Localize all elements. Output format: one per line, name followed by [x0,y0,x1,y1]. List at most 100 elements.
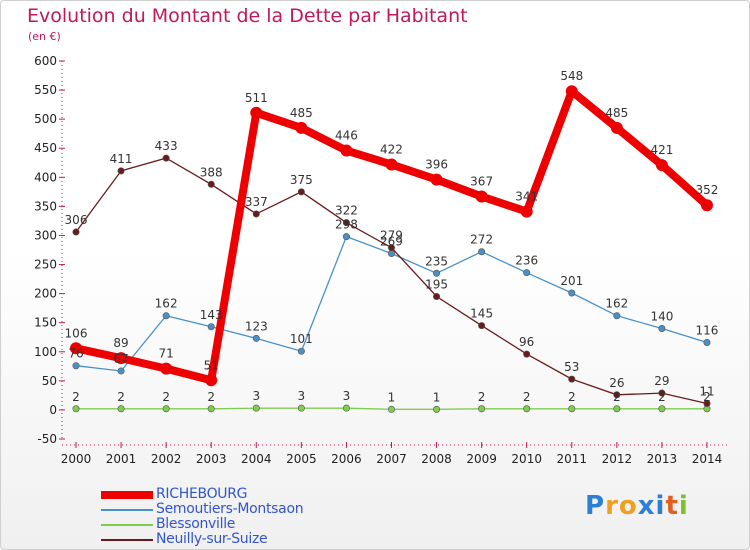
data-point [613,405,621,413]
data-point [658,405,666,413]
data-label: 548 [560,69,583,83]
data-label: 2 [703,390,711,404]
data-point [613,312,621,320]
x-tick-label: 2004 [241,452,272,466]
data-label: 396 [425,158,448,172]
data-point [523,405,531,413]
data-labels: 1068971515114854464223963673415484854213… [65,69,719,404]
y-tick-label: 0 [49,403,57,417]
data-point [250,106,263,119]
data-point [342,404,350,412]
series-blessonville [72,404,711,413]
data-label: 279 [380,229,403,243]
data-point [117,367,125,375]
data-label: 71 [158,347,173,361]
data-point [523,350,531,358]
legend-label: Neuilly-sur-Suize [156,531,268,547]
data-label: 341 [515,190,538,204]
logo-letter: i [678,491,689,521]
data-label: 322 [335,204,358,218]
proxiti-logo: Proxiti [585,491,689,521]
logo-letter: P [585,491,606,521]
x-tick-label: 2013 [647,452,678,466]
x-tick-label: 2001 [106,452,137,466]
x-tick-label: 2006 [331,452,362,466]
logo-letter: x [637,491,656,521]
data-label: 3 [343,389,351,403]
data-label: 269 [380,234,403,248]
data-label: 53 [564,360,579,374]
data-point [117,167,125,175]
data-label: 67 [113,352,128,366]
y-tick-label: 200 [34,287,57,301]
x-tick-label: 2010 [511,452,542,466]
data-label: 352 [696,183,719,197]
data-label: 162 [605,297,628,311]
data-label: 116 [696,323,719,337]
logo-letter: r [605,491,619,521]
data-label: 2 [478,390,486,404]
data-point [70,342,82,355]
data-point [385,158,398,171]
y-tick-label: 550 [34,83,57,97]
data-point [340,144,353,157]
x-tick-label: 2003 [196,452,227,466]
data-label: 485 [290,106,313,120]
y-tick-label: 250 [34,258,57,272]
data-label: 411 [110,152,133,166]
data-label: 26 [609,376,624,390]
data-label: 337 [245,195,268,209]
y-tick-label: 350 [34,199,57,213]
data-point [478,405,486,413]
data-label: 2 [568,390,576,404]
data-label: 140 [650,310,673,324]
data-label: 1 [433,390,441,404]
data-point [297,347,305,355]
data-point [703,400,711,408]
data-label: 11 [699,385,714,399]
data-label: 89 [113,336,128,350]
data-point [475,190,488,203]
legend-swatch [101,539,153,541]
data-point [207,180,215,188]
data-label: 76 [68,347,83,361]
data-point [610,121,623,134]
y-tick-label: 100 [34,345,57,359]
data-point [658,389,666,397]
chart-title: Evolution du Montant de la Dette par Hab… [27,5,468,27]
data-label: 2 [72,390,80,404]
data-point [205,374,218,387]
data-label: 421 [650,143,673,157]
legend-swatch [101,524,153,526]
data-point [72,228,80,236]
y-tick-label: 400 [34,170,57,184]
data-point [117,405,125,413]
data-point [387,405,395,413]
y-tick-label: 150 [34,316,57,330]
data-point [207,323,215,331]
y-tick-label: 600 [34,54,57,68]
data-label: 388 [200,165,223,179]
series-neuilly-sur-suize [72,154,711,408]
logo-letter: o [618,491,638,521]
data-label: 145 [470,307,493,321]
data-point [700,199,713,212]
logo-letter: t [665,491,679,521]
data-label: 446 [335,129,358,143]
legend-label: RICHEBOURG [156,486,248,502]
x-tick-label: 2007 [376,452,407,466]
y-tick-label: 300 [34,228,57,242]
data-point [207,405,215,413]
data-label: 51 [204,358,219,372]
data-point [568,405,576,413]
data-point [252,404,260,412]
data-point [613,391,621,399]
data-label: 375 [290,173,313,187]
legend-label: Semoutiers-Montsaon [156,501,304,517]
data-label: 2 [523,390,531,404]
data-label: 235 [425,254,448,268]
data-label: 367 [470,174,493,188]
x-tick-label: 2008 [421,452,452,466]
data-point [703,338,711,346]
